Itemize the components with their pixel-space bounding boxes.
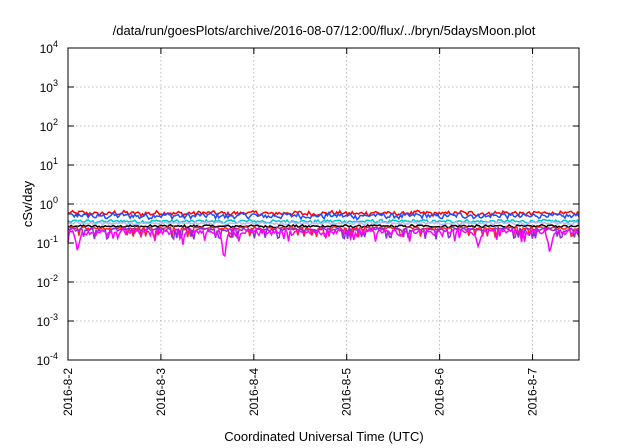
x-tick-label: 2016-8-3 (154, 368, 168, 416)
y-tick-label: 102 (40, 117, 58, 134)
series-line-8 (67, 226, 580, 258)
y-tick-label: 103 (40, 78, 58, 95)
chart-title: /data/run/goesPlots/archive/2016-08-07/1… (113, 23, 536, 38)
y-tick-label: 10-3 (37, 312, 58, 329)
x-axis: 2016-8-2 2016-8-3 2016-8-4 2016-8-5 2016-8-6… (61, 48, 540, 416)
grid (68, 48, 579, 360)
y-tick-label: 10-1 (37, 234, 58, 251)
y-tick-label: 10-4 (37, 351, 58, 368)
x-tick-label: 2016-8-2 (61, 368, 75, 416)
x-tick-label: 2016-8-6 (433, 368, 447, 416)
x-tick-label: 2016-8-4 (247, 368, 261, 416)
series-line-5 (68, 223, 580, 229)
series-line-3 (67, 218, 580, 225)
y-tick-label: 101 (40, 156, 58, 173)
series-lines (67, 209, 580, 258)
series-line-4 (67, 220, 580, 226)
y-tick-label: 100 (40, 195, 58, 212)
y-tick-label: 10-2 (37, 273, 58, 290)
y-tick-label: 104 (40, 39, 58, 56)
y-axis-label: cSv/day (20, 180, 35, 227)
y-axis: 10-4 10-3 10-2 10-1 100 101 102 103 104 (37, 39, 579, 368)
x-axis-label: Coordinated Universal Time (UTC) (224, 429, 423, 444)
x-tick-label: 2016-8-5 (340, 368, 354, 416)
x-tick-label: 2016-8-7 (526, 368, 540, 416)
series-line-2 (67, 210, 580, 221)
